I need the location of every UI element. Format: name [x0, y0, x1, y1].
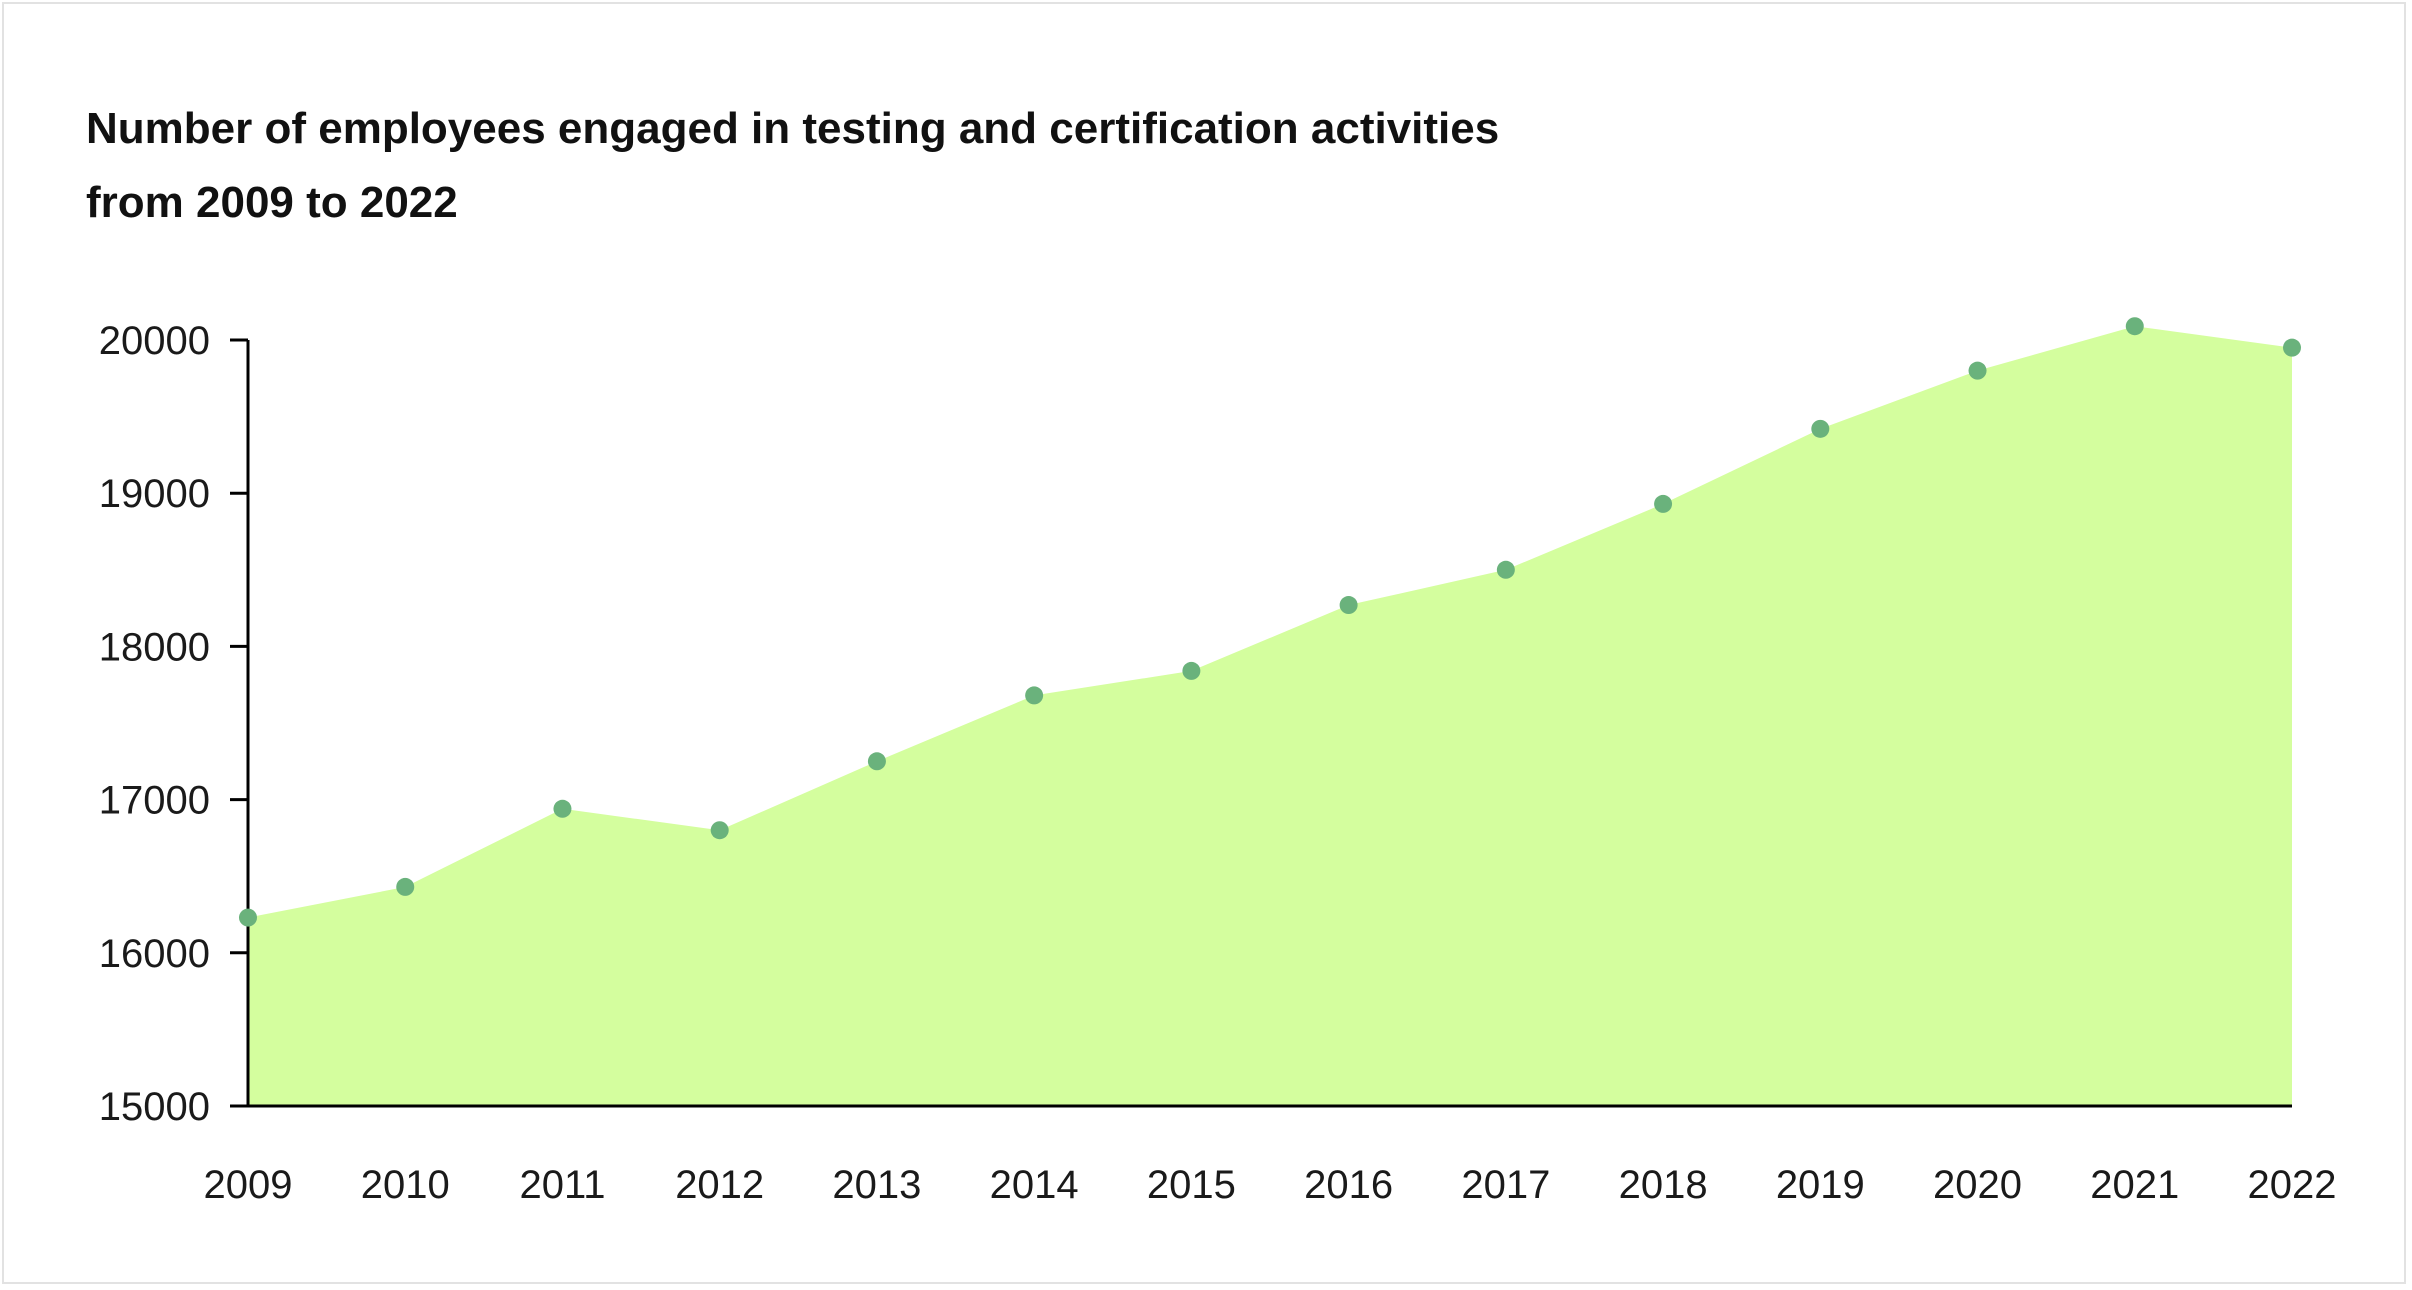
- chart-title: Number of employees engaged in testing a…: [86, 104, 1500, 227]
- x-tick-label: 2009: [204, 1163, 293, 1207]
- data-point: [1025, 686, 1044, 705]
- y-tick-label: 19000: [99, 472, 210, 516]
- x-tick-label: 2012: [675, 1163, 764, 1207]
- area-fill: [248, 326, 2292, 1106]
- y-tick-label: 20000: [99, 319, 210, 363]
- x-tick-label: 2014: [990, 1163, 1079, 1207]
- x-tick-label: 2022: [2248, 1163, 2337, 1207]
- data-point: [2283, 338, 2301, 357]
- x-tick-label: 2018: [1619, 1163, 1708, 1207]
- y-tick-label: 18000: [99, 625, 210, 669]
- data-point: [553, 799, 572, 818]
- x-tick-label: 2020: [1933, 1163, 2022, 1207]
- x-tick-label: 2010: [361, 1163, 450, 1207]
- x-tick-label: 2011: [519, 1163, 605, 1207]
- data-point: [710, 821, 729, 840]
- data-point: [396, 877, 415, 896]
- y-tick-label: 15000: [99, 1085, 210, 1129]
- x-tick-label: 2013: [832, 1163, 921, 1207]
- y-tick-label: 17000: [99, 779, 210, 823]
- x-tick-label: 2017: [1461, 1163, 1550, 1207]
- x-tick-label: 2016: [1304, 1163, 1393, 1207]
- data-point: [239, 908, 257, 927]
- data-point: [1811, 419, 1830, 438]
- data-point: [1182, 661, 1201, 680]
- data-point: [1339, 596, 1358, 615]
- data-point: [1968, 361, 1987, 380]
- x-tick-label: 2015: [1147, 1163, 1236, 1207]
- data-point: [2125, 317, 2144, 336]
- x-tick-label: 2019: [1776, 1163, 1865, 1207]
- data-point: [1654, 494, 1673, 513]
- data-point: [1496, 560, 1515, 579]
- y-tick-label: 16000: [99, 932, 210, 976]
- data-point: [867, 752, 886, 771]
- x-tick-label: 2021: [2090, 1163, 2179, 1207]
